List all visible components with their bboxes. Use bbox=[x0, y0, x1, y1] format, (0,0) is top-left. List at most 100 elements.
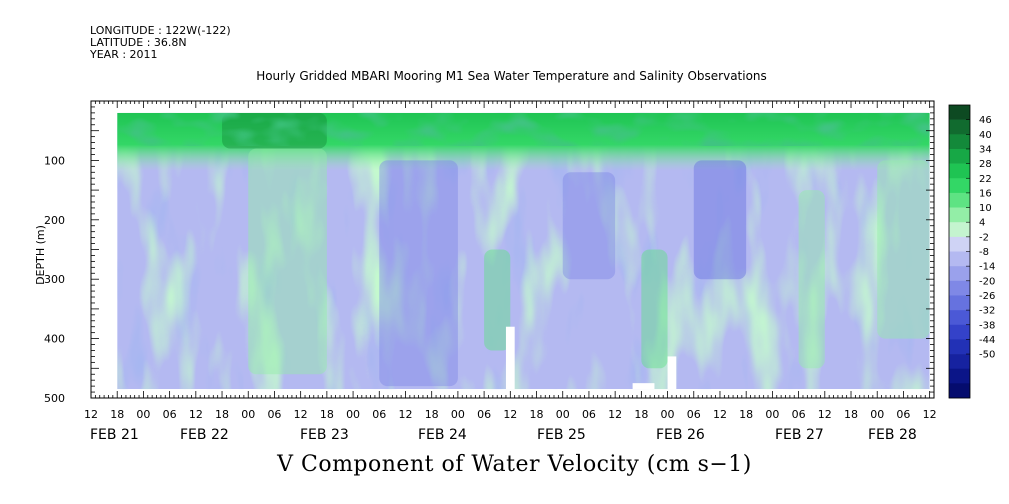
colorbar-label: 28 bbox=[979, 159, 992, 170]
colorbar-swatch bbox=[949, 222, 970, 238]
x-hour-label: 00 bbox=[136, 408, 150, 421]
x-day-label: FEB 27 bbox=[775, 427, 824, 443]
y-axis-label: DEPTH (m) bbox=[34, 225, 47, 285]
x-hour-label: 06 bbox=[896, 408, 910, 421]
colorbar-swatch bbox=[949, 266, 970, 282]
colorbar-label: -8 bbox=[979, 247, 989, 258]
heatmap-surface-texture bbox=[117, 112, 930, 146]
x-hour-label: 06 bbox=[792, 408, 806, 421]
colorbar-swatch bbox=[949, 383, 970, 399]
x-hour-label: 00 bbox=[765, 408, 779, 421]
colorbar-swatch bbox=[949, 207, 970, 223]
x-hour-label: 12 bbox=[189, 408, 203, 421]
colorbar-swatch bbox=[949, 310, 970, 326]
x-hour-label: 12 bbox=[608, 408, 622, 421]
heatmap-region bbox=[484, 249, 511, 351]
chart-title: Hourly Gridded MBARI Mooring M1 Sea Wate… bbox=[256, 69, 767, 83]
x-hour-label: 12 bbox=[503, 408, 517, 421]
colorbar-label: 40 bbox=[979, 130, 992, 141]
x-hour-label: 00 bbox=[241, 408, 255, 421]
x-day-label: FEB 22 bbox=[180, 427, 229, 443]
colorbar-swatch bbox=[949, 368, 970, 384]
colorbar-label: -26 bbox=[979, 291, 995, 302]
colorbar-label: -32 bbox=[979, 306, 995, 317]
x-axis: 12 18 00 06 12 18 00 06 12 18 00 06 12 18 00 06 12 18 00 06… bbox=[84, 408, 937, 443]
x-hour-label: 18 bbox=[425, 408, 439, 421]
colorbar-label: -2 bbox=[979, 232, 989, 243]
colorbar-swatch bbox=[949, 324, 970, 340]
colorbar-label: -14 bbox=[979, 262, 995, 273]
colorbar-swatch bbox=[949, 148, 970, 164]
x-hour-label: 00 bbox=[661, 408, 675, 421]
x-hour-label: 12 bbox=[84, 408, 98, 421]
colorbar-swatch bbox=[949, 354, 970, 369]
colorbar-swatch bbox=[949, 163, 970, 179]
colorbar-swatch bbox=[949, 339, 970, 355]
x-hour-label: 06 bbox=[582, 408, 596, 421]
x-hour-label: 00 bbox=[870, 408, 884, 421]
colorbar-label: -20 bbox=[979, 276, 995, 287]
x-day-label: FEB 24 bbox=[418, 427, 467, 443]
colorbar-swatch bbox=[949, 119, 970, 135]
heatmap-region bbox=[248, 148, 327, 375]
latitude-label: LATITUDE : 36.8N bbox=[90, 36, 187, 49]
colorbar-swatch bbox=[949, 236, 970, 252]
heatmap-region bbox=[562, 172, 616, 280]
data-gap bbox=[632, 383, 655, 390]
y-axis: 100 200 300 400 500 bbox=[44, 100, 934, 405]
colorbar-label: -50 bbox=[979, 350, 995, 361]
y-tick-label: 200 bbox=[44, 214, 65, 227]
heatmap-region bbox=[641, 249, 668, 369]
colorbar-swatch bbox=[949, 295, 970, 311]
heatmap-region bbox=[877, 160, 930, 339]
data-gap bbox=[505, 326, 515, 390]
x-hour-label: 12 bbox=[713, 408, 727, 421]
x-hour-label: 18 bbox=[215, 408, 229, 421]
colorbar-label: 4 bbox=[979, 218, 985, 229]
variable-title: V Component of Water Velocity (cm s−1) bbox=[277, 452, 752, 477]
x-hour-label: 06 bbox=[477, 408, 491, 421]
x-hour-label: 12 bbox=[294, 408, 308, 421]
colorbar-label: 22 bbox=[979, 174, 992, 185]
y-tick-label: 500 bbox=[44, 392, 65, 405]
x-hour-label: 12 bbox=[923, 408, 937, 421]
colorbar-label: 10 bbox=[979, 203, 992, 214]
x-hour-label: 18 bbox=[530, 408, 544, 421]
x-day-label: FEB 21 bbox=[90, 427, 139, 443]
colorbar-label: -44 bbox=[979, 335, 995, 346]
y-tick-label: 100 bbox=[44, 154, 65, 167]
longitude-label: LONGITUDE : 122W(-122) bbox=[90, 24, 231, 37]
x-hour-label: 12 bbox=[398, 408, 412, 421]
x-hour-label: 18 bbox=[634, 408, 648, 421]
colorbar-swatch bbox=[949, 134, 970, 150]
plot-frame bbox=[90, 100, 935, 399]
data-gap bbox=[667, 356, 677, 390]
colorbar-label: 16 bbox=[979, 188, 992, 199]
x-hour-label: 18 bbox=[844, 408, 858, 421]
colorbar-label: -38 bbox=[979, 320, 995, 331]
x-hour-label: 00 bbox=[346, 408, 360, 421]
colorbar-swatch bbox=[949, 251, 970, 267]
y-tick-label: 300 bbox=[44, 273, 65, 286]
heatmap-field bbox=[117, 112, 930, 390]
x-day-label: FEB 25 bbox=[537, 427, 586, 443]
x-hour-label: 18 bbox=[110, 408, 124, 421]
x-hour-label: 06 bbox=[372, 408, 386, 421]
x-hour-label: 12 bbox=[818, 408, 832, 421]
x-hour-label: 06 bbox=[687, 408, 701, 421]
x-day-label: FEB 28 bbox=[868, 427, 917, 443]
heatmap-region bbox=[693, 160, 747, 280]
x-hour-label: 00 bbox=[556, 408, 570, 421]
heatmap-region bbox=[379, 160, 458, 387]
colorbar-swatch bbox=[949, 178, 970, 194]
x-hour-label: 06 bbox=[267, 408, 281, 421]
year-label: YEAR : 2011 bbox=[90, 48, 158, 61]
x-hour-label: 00 bbox=[451, 408, 465, 421]
y-tick-label: 400 bbox=[44, 333, 65, 346]
colorbar-swatch bbox=[949, 192, 970, 208]
colorbar-label: 46 bbox=[979, 115, 992, 126]
x-day-label: FEB 26 bbox=[656, 427, 705, 443]
colorbar-swatch bbox=[949, 280, 970, 296]
x-hour-label: 06 bbox=[163, 408, 177, 421]
